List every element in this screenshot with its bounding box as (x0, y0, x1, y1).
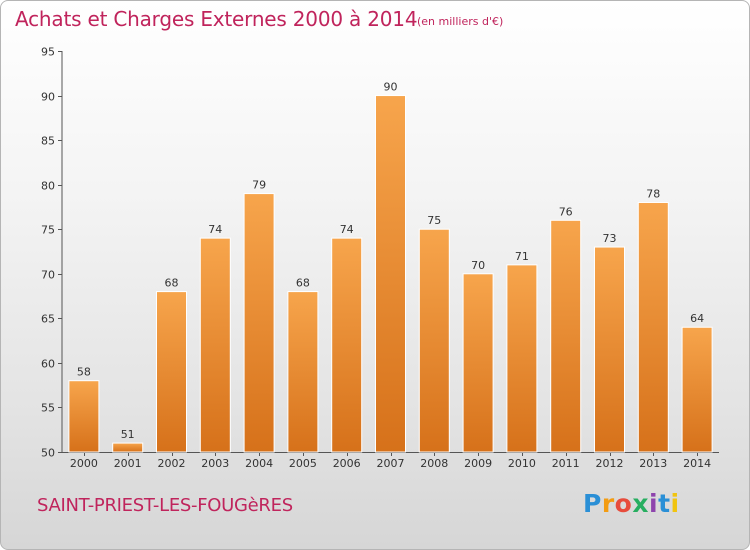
x-tick-label: 2012 (596, 457, 624, 470)
y-tick-label: 70 (41, 269, 55, 282)
bar-2002 (156, 291, 187, 453)
bar-2008 (418, 228, 450, 453)
data-label-2005: 68 (296, 277, 310, 290)
bar-2000 (68, 380, 100, 453)
bar-2011 (550, 219, 582, 453)
x-tick-label: 2000 (70, 457, 98, 470)
x-tick-label: 2008 (420, 457, 448, 470)
y-tick-label: 50 (41, 447, 55, 460)
logo-letter: P (583, 489, 602, 518)
x-tick-label: 2001 (114, 457, 142, 470)
y-tick-label: 60 (41, 358, 55, 371)
x-tick-label: 2005 (289, 457, 317, 470)
logo-letter: x (632, 489, 649, 518)
x-tick-label: 2003 (201, 457, 229, 470)
bar-2004 (243, 193, 275, 453)
logo-letter: t (658, 489, 671, 518)
data-label-2002: 68 (165, 277, 179, 290)
data-label-2001: 51 (121, 428, 135, 441)
bar-2013 (637, 201, 669, 453)
x-tick-label: 2007 (377, 457, 405, 470)
chart-title: Achats et Charges Externes 2000 à 2014 (15, 7, 418, 31)
data-label-2009: 70 (471, 259, 485, 272)
y-tick-label: 95 (41, 46, 55, 59)
data-label-2014: 64 (690, 312, 704, 325)
bar-2001 (112, 442, 144, 453)
y-tick-label: 75 (41, 224, 55, 237)
data-label-2003: 74 (208, 223, 222, 236)
data-label-2006: 74 (340, 223, 354, 236)
bar-2010 (506, 264, 538, 453)
data-label-2004: 79 (252, 179, 266, 192)
logo-letter: i (649, 489, 659, 518)
y-tick-label: 65 (41, 313, 55, 326)
x-tick-label: 2009 (464, 457, 492, 470)
y-tick-label: 90 (41, 91, 55, 104)
y-tick-label: 85 (41, 135, 55, 148)
bar-2007 (375, 95, 406, 453)
data-label-2007: 90 (384, 81, 398, 94)
bar-2005 (287, 291, 319, 453)
data-label-2011: 76 (559, 205, 573, 218)
logo-letter: r (601, 489, 615, 518)
bar-2012 (594, 246, 625, 453)
x-tick-label: 2004 (245, 457, 273, 470)
chart-subtitle: (en milliers d'€) (417, 15, 504, 28)
bar-2003 (199, 237, 231, 453)
data-label-2010: 71 (515, 250, 529, 263)
y-tick-label: 80 (41, 180, 55, 193)
x-tick-label: 2013 (639, 457, 667, 470)
y-tick-label: 55 (41, 402, 55, 415)
data-label-2012: 73 (603, 232, 617, 245)
logo-letter: o (614, 489, 633, 518)
proxiti-logo[interactable]: Proxiti (583, 489, 680, 518)
bar-2006 (331, 237, 363, 453)
commune-name: SAINT-PRIEST-LES-FOUGèRES (37, 495, 293, 516)
x-tick-label: 2002 (158, 457, 186, 470)
data-label-2000: 58 (77, 366, 91, 379)
x-tick-label: 2011 (552, 457, 580, 470)
data-label-2013: 78 (646, 187, 660, 200)
x-tick-label: 2010 (508, 457, 536, 470)
data-label-2008: 75 (427, 214, 441, 227)
x-tick-label: 2006 (333, 457, 361, 470)
x-tick-label: 2014 (683, 457, 711, 470)
bar-2014 (681, 326, 713, 453)
bar-2009 (462, 273, 494, 453)
logo-letter: i (670, 489, 680, 518)
